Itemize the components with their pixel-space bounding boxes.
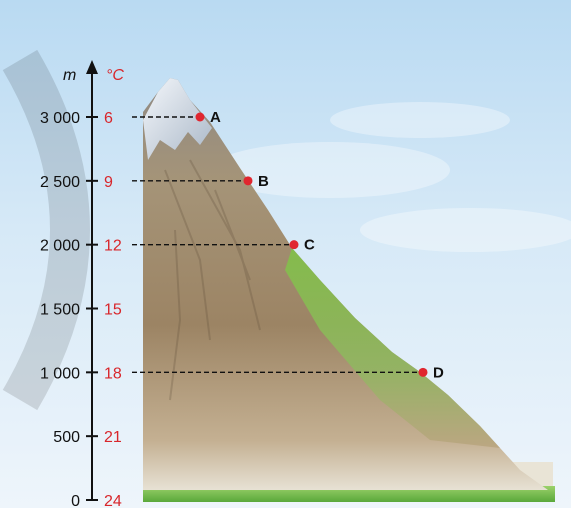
height-tick-label: 2 500 <box>40 174 80 191</box>
temperature-tick-label: 6 <box>104 110 113 127</box>
point-label: C <box>304 237 315 254</box>
grass-slope <box>285 248 500 448</box>
temperature-tick-label: 9 <box>104 174 113 191</box>
point-marker <box>289 240 299 250</box>
axis-arrow-icon <box>86 60 98 74</box>
temperature-tick-label: 18 <box>104 365 122 382</box>
point-marker <box>418 367 428 377</box>
point-label: D <box>433 364 444 381</box>
height-tick-label: 1 000 <box>40 365 80 382</box>
point-marker <box>243 176 253 186</box>
point-label: B <box>258 173 269 190</box>
rock-texture <box>164 159 261 401</box>
height-tick-label: 0 <box>71 493 80 508</box>
height-tick-label: 3 000 <box>40 110 80 127</box>
temperature-tick-label: 15 <box>104 302 122 319</box>
points-layer: A B C D <box>132 109 444 381</box>
temp-unit-label: °C <box>106 67 124 84</box>
watermark-arcs <box>2 49 90 411</box>
temperature-tick-label: 12 <box>104 238 122 255</box>
snow-cap <box>143 78 212 160</box>
height-tick-label: 2 000 <box>40 238 80 255</box>
point-label: A <box>210 109 221 126</box>
temperature-tick-label: 21 <box>104 429 122 446</box>
axis-ticks: 3 000 6 2 500 9 2 000 12 1 500 15 1 000 18 500 21 0 2… <box>40 110 122 508</box>
height-tick-label: 500 <box>53 429 80 446</box>
temperature-tick-label: 24 <box>104 493 122 508</box>
height-tick-label: 1 500 <box>40 302 80 319</box>
height-unit-label: m <box>63 67 76 84</box>
cloud-shapes <box>210 102 571 252</box>
point-marker <box>195 112 205 122</box>
